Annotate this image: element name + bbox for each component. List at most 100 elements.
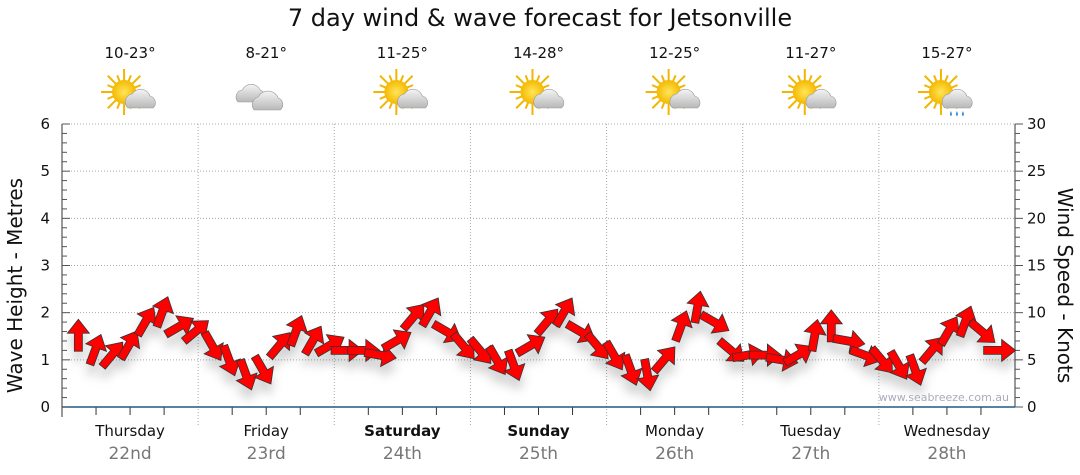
wind-arrow [200,330,224,361]
chart-title: 7 day wind & wave forecast for Jetsonvil… [287,4,793,32]
wind-arrow [731,343,766,367]
partly-cloudy-icon [509,69,565,115]
wind-arrow [151,296,175,329]
x-tick-day: Wednesday [904,422,991,440]
x-tick-date: 28th [927,444,966,464]
y-tick-left: 4 [40,209,50,227]
wind-arrow [218,343,241,377]
y-tick-right: 10 [1027,304,1046,322]
y-tick-left: 6 [40,115,50,133]
y-tick-left: 0 [40,398,50,416]
wind-arrow [330,338,364,363]
y-tick-left: 3 [40,257,50,275]
sun-ray [947,75,958,86]
wind-arrow [620,353,643,386]
y-tick-left: 1 [40,351,50,369]
temperature-label: 11-25° [377,44,428,62]
y-tick-right: 15 [1027,257,1046,275]
sun-ray [787,98,799,109]
y-tick-right: 30 [1027,115,1046,133]
wind-arrow [698,310,730,334]
wind-arrow [265,332,291,361]
wind-arrow [819,309,844,343]
sun-ray [379,98,390,109]
watermark: www.seabreeze.com.au [879,391,1009,404]
x-tick-date: 26th [655,444,694,464]
y-axis-label-right: Wind Speed - Knots [1053,188,1077,384]
raindrop [955,111,958,116]
sun-ray [538,75,550,86]
wind-arrow [503,348,526,382]
x-tick-day: Monday [645,422,704,440]
cloud [397,88,428,109]
temperature-label: 15-27° [921,44,972,62]
wind-arrow [301,325,325,357]
x-tick-day: Friday [243,422,289,440]
sun-ray [651,98,663,109]
temperature-label: 10-23° [105,44,156,62]
wind-arrow [650,346,676,375]
x-tick-date: 23rd [247,444,286,464]
wind-arrow [983,338,1017,363]
x-tick-day: Sunday [507,422,570,440]
x-tick-date: 25th [519,444,558,464]
sun-ray [923,98,935,109]
x-tick-day: Saturday [364,422,441,440]
wind-arrow [84,333,108,367]
cloudy-icon [235,84,284,111]
wind-arrow [967,318,996,343]
partly-cloudy-icon [101,69,156,115]
cloud [533,88,565,109]
y-tick-left: 2 [40,304,50,322]
wind-arrow [670,310,693,343]
wind-arrow [918,336,944,366]
y-axis-label-left: Wave Height - Metres [3,178,27,393]
sun-ray [811,75,822,86]
cloud [252,90,284,111]
wind-arrow [418,297,442,329]
sun-ray [107,98,118,109]
cloud [941,88,973,109]
sun-ray [515,98,527,109]
wind-arrow [380,329,412,353]
partly-cloudy-icon [781,69,837,115]
sun-ray [379,75,390,86]
y-tick-left: 5 [40,162,50,180]
cloud [805,88,837,109]
x-tick-date: 27th [791,444,830,464]
y-tick-right: 25 [1027,162,1046,180]
x-tick-date: 24th [383,444,422,464]
wind-arrow [686,290,710,324]
wind-arrow [904,353,927,386]
cloud [124,88,156,109]
wind-arrow [235,358,258,391]
wind-arrow [832,329,866,354]
y-tick-right: 20 [1027,209,1046,227]
partly-cloudy-icon [645,69,701,115]
x-tick-day: Thursday [94,422,165,440]
partly-cloudy-icon [373,69,428,115]
sun-ray [402,75,414,86]
wind-arrow [803,318,827,353]
wind-arrow [514,334,546,358]
wind-arrow [66,318,91,352]
temperature-label: 12-25° [649,44,700,62]
sun-ray [515,75,527,86]
sun-ray [675,75,686,86]
wind-arrow [782,343,814,367]
sun-ray [787,75,799,86]
temperature-label: 14-28° [513,44,564,62]
y-tick-right: 0 [1027,398,1037,416]
sun-ray [923,75,935,86]
wind-arrow [552,297,576,329]
sun-ray [107,75,118,86]
x-tick-day: Tuesday [779,422,841,440]
sun-ray [130,75,142,86]
wind-arrow [636,358,660,392]
wind-arrow [117,330,141,362]
y-tick-right: 5 [1027,351,1037,369]
raindrop [961,111,964,116]
wind-arrow [716,337,745,362]
